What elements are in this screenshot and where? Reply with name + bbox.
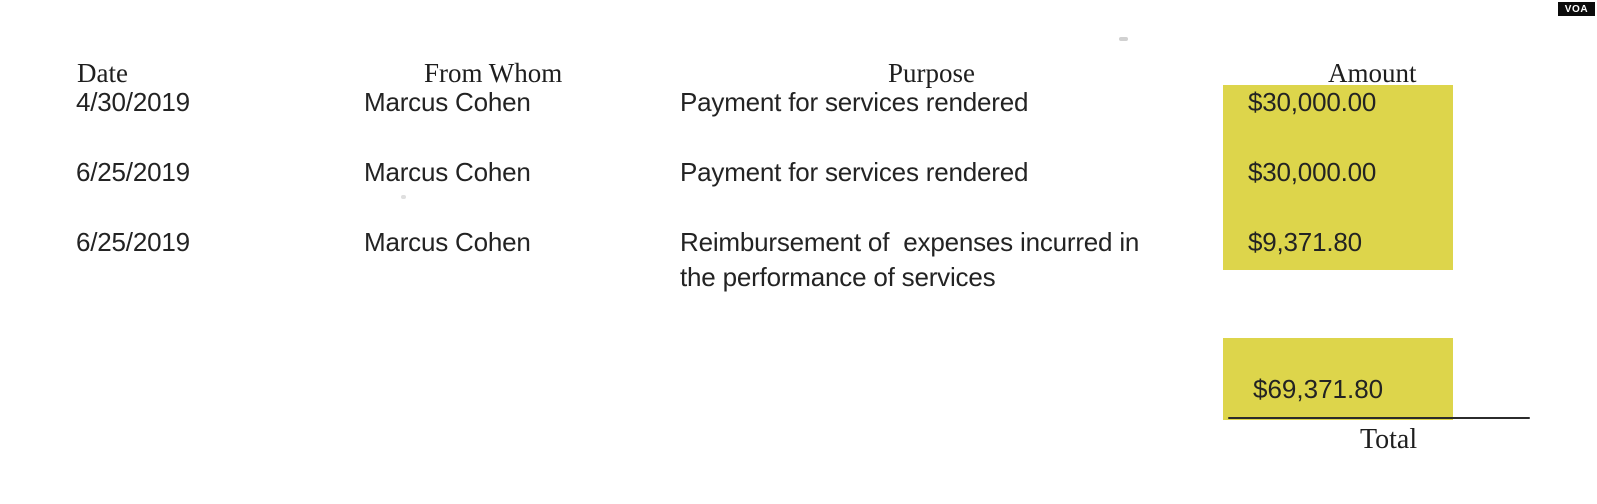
row1-date: 4/30/2019 <box>76 87 190 117</box>
row2-amount: $30,000.00 <box>1248 157 1377 187</box>
voa-watermark-badge: VOA <box>1558 2 1595 16</box>
row1-amount: $30,000.00 <box>1248 87 1377 117</box>
header-purpose: Purpose <box>888 58 975 88</box>
row3-from-whom: Marcus Cohen <box>364 227 531 257</box>
row2-from-whom: Marcus Cohen <box>364 157 531 187</box>
amount-column-highlight <box>1223 85 1453 270</box>
header-from-whom: From Whom <box>424 58 563 88</box>
row3-date: 6/25/2019 <box>76 227 190 257</box>
row3-amount: $9,371.80 <box>1248 227 1362 257</box>
row2-purpose: Payment for services rendered <box>680 157 1029 187</box>
total-amount-value: $69,371.80 <box>1253 374 1384 404</box>
scan-artifact-dot <box>1119 37 1128 41</box>
row1-purpose: Payment for services rendered <box>680 87 1029 117</box>
row2-date: 6/25/2019 <box>76 157 190 187</box>
row3-purpose-line2: the performance of services <box>680 262 996 292</box>
scan-artifact-dot <box>401 195 406 199</box>
header-date: Date <box>77 58 128 88</box>
header-amount: Amount <box>1328 58 1417 88</box>
total-underline <box>1228 417 1530 419</box>
row3-purpose-line1: Reimbursement of expenses incurred in <box>680 227 1140 257</box>
total-amount-highlight <box>1223 338 1453 420</box>
total-label: Total <box>1360 424 1418 455</box>
row1-from-whom: Marcus Cohen <box>364 87 531 117</box>
